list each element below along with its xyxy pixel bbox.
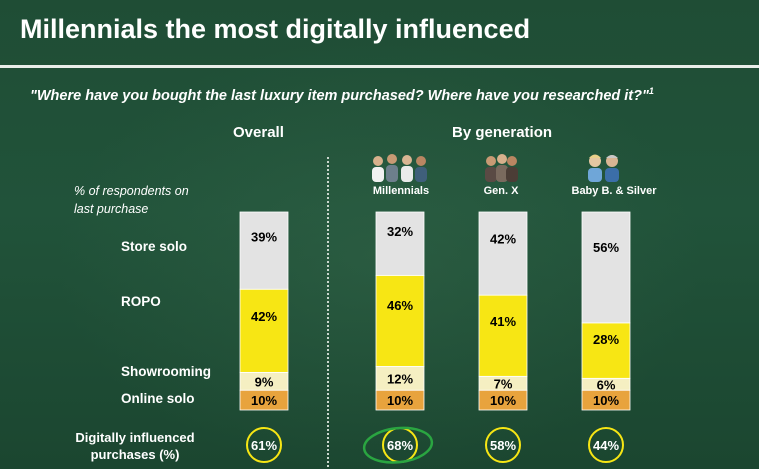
digital-circle-overall [246, 427, 282, 463]
header-by-generation: By generation [452, 124, 553, 141]
digitally-influenced-line-1: Digitally influenced [75, 430, 195, 445]
header-overall: Overall [233, 124, 284, 141]
label-millennials-online-solo: 10% [387, 393, 413, 408]
digitally-influenced-line-2: purchases (%) [90, 447, 180, 462]
digitally-influenced-label: Digitally influenced purchases (%) [60, 429, 210, 463]
question-footnote: 1 [648, 86, 654, 96]
subtitle-line-2: last purchase [74, 202, 149, 216]
label-overall-showrooming: 9% [255, 374, 274, 389]
label-baby-b-silver-store-solo: 56% [593, 240, 619, 255]
digital-circle-baby-b-silver [588, 427, 624, 463]
digital-circle-gen-x [485, 427, 521, 463]
gen-label-baby-boomers: Baby B. & Silver [571, 185, 657, 197]
digital-value-baby-b-silver: 44% [593, 438, 619, 453]
digital-value-overall: 61% [251, 438, 277, 453]
digital-value-gen-x: 58% [490, 438, 516, 453]
label-overall-ropo: 42% [251, 309, 277, 324]
gen-x-people-icon [485, 154, 518, 182]
label-overall-store-solo: 39% [251, 229, 277, 244]
label-baby-b-silver-ropo: 28% [593, 332, 619, 347]
gen-label-millennials: Millennials [372, 185, 430, 197]
highlight-ring-millennials [362, 426, 434, 464]
bar-baby-b-silver-store-solo [581, 211, 631, 324]
bar-gen-x-store-solo [478, 211, 528, 296]
label-gen-x-showrooming: 7% [494, 376, 513, 391]
label-millennials-ropo: 46% [387, 298, 413, 313]
label-overall-online-solo: 10% [251, 393, 277, 408]
page-title: Millennials the most digitally influence… [20, 14, 531, 44]
label-baby-b-silver-showrooming: 6% [597, 377, 616, 392]
label-gen-x-online-solo: 10% [490, 393, 516, 408]
subtitle-line-1: % of respondents on [74, 184, 189, 198]
label-baby-b-silver-online-solo: 10% [593, 393, 619, 408]
digital-value-millennials: 68% [387, 438, 413, 453]
label-gen-x-store-solo: 42% [490, 232, 516, 247]
label-millennials-store-solo: 32% [387, 224, 413, 239]
bar-overall-store-solo [239, 211, 289, 290]
label-millennials-showrooming: 12% [387, 371, 413, 386]
survey-question: "Where have you bought the last luxury i… [30, 86, 654, 104]
row-label-store-solo: Store solo [121, 239, 188, 254]
gen-label-gen-x: Gen. X [483, 185, 519, 197]
title-divider [0, 65, 759, 68]
question-text: "Where have you bought the last luxury i… [30, 87, 649, 104]
row-label-online-solo: Online solo [121, 391, 195, 406]
section-divider [327, 157, 329, 467]
bar-millennials-ropo [375, 274, 425, 367]
chart-subtitle: % of respondents on last purchase [74, 182, 244, 218]
bar-overall-ropo [239, 288, 289, 373]
baby-boomers-people-icon [588, 154, 619, 182]
bar-baby-b-silver-ropo [581, 322, 631, 379]
row-label-ropo: ROPO [121, 294, 161, 309]
bar-millennials-store-solo [375, 211, 425, 276]
millennials-people-icon [372, 154, 427, 182]
row-label-showrooming: Showrooming [121, 364, 211, 379]
label-gen-x-ropo: 41% [490, 314, 516, 329]
bar-gen-x-ropo [478, 294, 528, 377]
